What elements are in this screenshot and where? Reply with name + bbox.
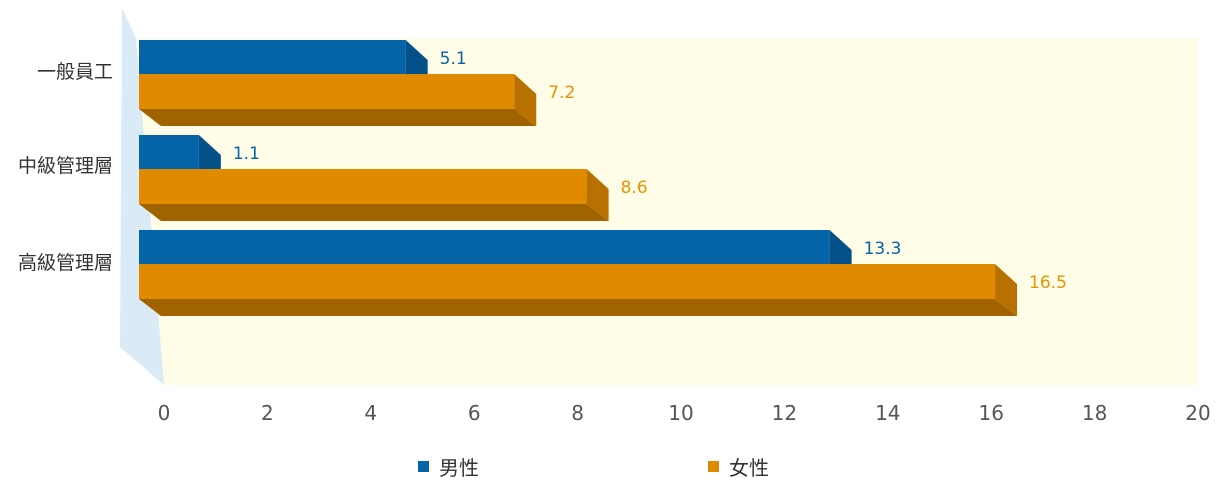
x-tick-label-0: 0 (158, 401, 171, 425)
bar-senior-management-male-face (139, 230, 830, 265)
legend-swatch-female (708, 461, 719, 472)
category-label-general-staff: 一般員工 (37, 61, 113, 83)
legend-label-female: 女性 (729, 456, 769, 480)
x-tick-label-20: 20 (1185, 401, 1210, 425)
bar-senior-management-male-value-label: 13.3 (864, 239, 902, 259)
category-label-middle-management: 中級管理層 (18, 155, 113, 177)
bar-middle-management-female-bottom (139, 204, 609, 221)
x-tick-label-8: 8 (571, 401, 584, 425)
legend-item-male: 男性 (418, 452, 479, 481)
legend-swatch-male (418, 461, 429, 472)
bar-senior-management-female-end (995, 264, 1018, 316)
category-label-senior-management: 高級管理層 (18, 252, 113, 274)
x-tick-label-18: 18 (1082, 401, 1107, 425)
bar-general-staff-male-value-label: 5.1 (440, 49, 467, 69)
bar-general-staff-female-bottom (139, 109, 537, 126)
bar-general-staff-female-end (514, 74, 537, 126)
x-tick-label-10: 10 (668, 401, 693, 425)
bar-middle-management-male-value-label: 1.1 (233, 144, 260, 164)
bar-senior-management-female-value-label: 16.5 (1029, 273, 1067, 293)
x-tick-label-12: 12 (772, 401, 797, 425)
x-tick-label-2: 2 (261, 401, 274, 425)
bar-general-staff-male-face (139, 40, 406, 75)
bar-senior-management-female: 16.5 (139, 264, 1067, 316)
bar-middle-management-male-face (139, 135, 199, 170)
x-tick-label-6: 6 (468, 401, 481, 425)
bar-middle-management-female-value-label: 8.6 (621, 178, 648, 198)
x-tick-label-16: 16 (978, 401, 1003, 425)
legend-label-male: 男性 (439, 456, 479, 480)
bar-general-staff-female-face (139, 74, 515, 109)
bar-senior-management-female-face (139, 264, 996, 299)
bar-general-staff-female: 7.2 (139, 74, 575, 126)
bar-senior-management-female-bottom (139, 299, 1018, 316)
legend: 男性 女性 (0, 452, 1230, 482)
bar-middle-management-female-face (139, 169, 587, 204)
bar-middle-management-female: 8.6 (139, 169, 648, 221)
bar-general-staff-female-value-label: 7.2 (548, 83, 575, 103)
legend-item-female: 女性 (708, 452, 769, 481)
x-tick-label-14: 14 (875, 401, 900, 425)
x-tick-label-4: 4 (364, 401, 377, 425)
bar-middle-management-female-end (586, 169, 609, 221)
